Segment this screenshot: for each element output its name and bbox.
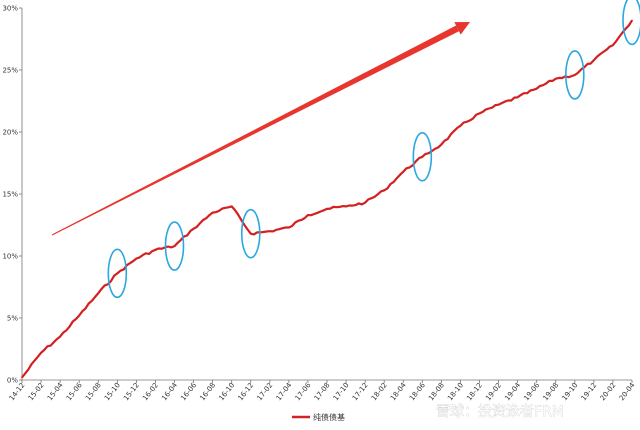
data-point xyxy=(40,351,42,354)
data-point xyxy=(478,112,481,115)
x-tick-label: 18-10 xyxy=(446,381,465,402)
trend-arrow-head xyxy=(454,22,470,35)
highlight-ellipse xyxy=(565,50,585,100)
data-point xyxy=(440,143,443,146)
data-point xyxy=(516,96,519,99)
data-point xyxy=(21,376,23,379)
x-tick-label: 15-02 xyxy=(27,381,46,402)
highlight-ellipse xyxy=(164,221,185,271)
data-point xyxy=(173,245,176,247)
y-tick-label: 25% xyxy=(2,67,18,75)
trend-arrow-shaft xyxy=(51,25,459,236)
x-tick-label: 16-12 xyxy=(236,381,255,402)
x-tick-label: 18-06 xyxy=(408,381,427,402)
data-point xyxy=(78,314,80,317)
y-tick-label: 30% xyxy=(2,5,18,13)
x-tick-label: 16-08 xyxy=(198,381,217,402)
x-tick-label: 19-02 xyxy=(484,381,503,402)
data-point xyxy=(383,189,385,192)
y-tick-label: 5% xyxy=(7,315,18,323)
x-tick-label: 19-12 xyxy=(580,381,599,402)
x-tick-label: 17-02 xyxy=(256,381,275,402)
x-tick-label: 20-02 xyxy=(599,381,618,402)
data-point xyxy=(612,44,614,46)
x-tick-label: 18-02 xyxy=(370,381,389,402)
x-tick-label: 16-06 xyxy=(179,381,198,402)
data-point xyxy=(402,170,405,173)
x-tick-label: 15-08 xyxy=(84,381,103,402)
data-point xyxy=(554,77,557,80)
x-tick-label: 16-04 xyxy=(160,381,179,402)
data-point xyxy=(249,232,252,235)
x-tick-label: 17-06 xyxy=(294,381,313,402)
x-tick-label: 16-02 xyxy=(141,381,160,402)
y-tick-label: 10% xyxy=(2,253,18,261)
data-point xyxy=(574,74,576,76)
highlight-ellipse xyxy=(240,208,261,259)
highlight-ellipse xyxy=(107,248,128,299)
data-point xyxy=(135,257,138,260)
data-point xyxy=(154,249,157,251)
y-tick-label: 0% xyxy=(7,377,18,385)
highlight-ellipse xyxy=(622,0,640,46)
x-tick-label: 15-04 xyxy=(46,381,65,402)
x-tick-label: 15-10 xyxy=(103,381,122,402)
y-tick-label: 20% xyxy=(2,129,18,137)
x-tick-label: 19-08 xyxy=(541,381,560,402)
data-point xyxy=(421,156,424,158)
data-point xyxy=(269,230,271,232)
series-line-纯债债基 xyxy=(21,19,633,379)
data-point xyxy=(59,335,61,338)
x-tick-label: 18-04 xyxy=(389,381,408,402)
x-tick-label: 19-04 xyxy=(503,381,522,402)
x-tick-label: 18-12 xyxy=(465,381,484,402)
data-point xyxy=(593,59,595,61)
watermark-text: 雪球：投资泳者FRM xyxy=(436,404,564,420)
data-point xyxy=(97,292,100,295)
data-point xyxy=(288,226,290,229)
data-point xyxy=(230,205,233,208)
x-tick-label: 17-04 xyxy=(275,381,294,402)
data-point xyxy=(326,208,328,210)
x-tick-label: 18-08 xyxy=(427,381,446,402)
data-point xyxy=(345,205,347,208)
x-tick-label: 15-06 xyxy=(65,381,84,402)
data-point xyxy=(192,227,195,230)
data-point xyxy=(364,201,366,204)
x-tick-label: 19-10 xyxy=(561,381,580,402)
legend-label: 纯债债基 xyxy=(313,412,345,422)
x-tick-label: 20-04 xyxy=(618,381,637,402)
data-point xyxy=(307,214,309,216)
x-tick-label: 15-12 xyxy=(122,381,141,402)
data-point xyxy=(116,272,119,275)
highlight-ellipse xyxy=(412,132,433,182)
data-point xyxy=(535,87,538,90)
x-tick-label: 16-10 xyxy=(217,381,236,402)
data-point xyxy=(211,211,214,214)
data-point xyxy=(497,103,500,106)
data-point xyxy=(459,125,462,127)
x-tick-label: 17-12 xyxy=(351,381,370,402)
data-point xyxy=(631,19,633,22)
x-tick-label: 19-06 xyxy=(522,381,541,402)
y-tick-label: 15% xyxy=(2,191,18,199)
x-tick-label: 17-08 xyxy=(313,381,332,402)
x-tick-label: 17-10 xyxy=(332,381,351,402)
